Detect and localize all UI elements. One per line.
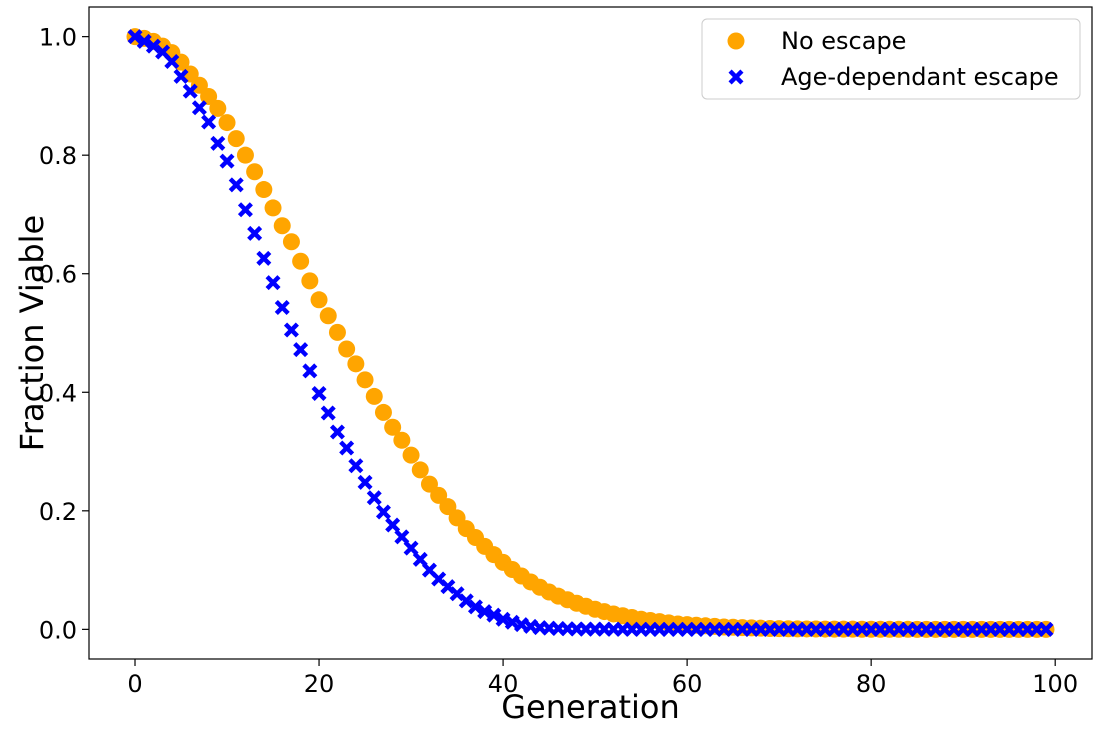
data-point: [365, 387, 383, 405]
data-point: [339, 440, 355, 456]
data-point: [219, 153, 235, 169]
x-tick-label: 80: [856, 670, 887, 698]
y-tick-label: 0.8: [39, 142, 77, 170]
data-point: [274, 300, 290, 316]
data-point: [255, 181, 273, 199]
data-point: [292, 252, 310, 270]
data-point: [495, 611, 511, 627]
axes: 0 20 40 60 80 100 0.0 0.2 0.4 0.6 0.8 1.0: [39, 6, 1093, 698]
legend-label: No escape: [781, 27, 906, 55]
y-tick-label: 0.4: [39, 379, 77, 407]
data-point: [164, 54, 180, 70]
data-point: [282, 233, 300, 251]
data-point: [328, 323, 346, 341]
data-point: [136, 33, 152, 49]
data-point: [190, 76, 208, 94]
x-tick-label: 40: [488, 670, 519, 698]
data-point: [237, 202, 253, 218]
data-point: [385, 517, 401, 533]
data-point: [356, 371, 374, 389]
data-point: [293, 342, 309, 358]
data-point: [403, 540, 419, 556]
data-point: [247, 225, 263, 241]
data-point: [145, 38, 161, 54]
legend: No escape Age-dependant escape: [701, 18, 1081, 100]
data-point: [348, 458, 364, 474]
data-point: [273, 217, 291, 235]
data-point: [236, 146, 254, 164]
data-point: [265, 275, 281, 291]
data-point: [173, 68, 189, 84]
data-point: [228, 177, 244, 193]
data-point: [402, 446, 420, 464]
data-point: [357, 474, 373, 490]
data-point: [374, 403, 392, 421]
data-point: [1038, 621, 1054, 637]
data-point: [420, 475, 438, 493]
data-point: [411, 461, 429, 479]
legend-label: Age-dependant escape: [781, 63, 1059, 91]
data-point: [200, 88, 218, 106]
y-tick-label: 0.6: [39, 261, 77, 289]
data-point: [209, 99, 227, 117]
data-point: [227, 130, 245, 148]
data-point: [320, 405, 336, 421]
data-point: [329, 424, 345, 440]
data-point: [218, 114, 236, 132]
data-point: [246, 163, 264, 181]
x-axis-label: Generation: [501, 688, 680, 726]
data-point: [264, 199, 282, 217]
data-point: [394, 529, 410, 545]
legend-box: [701, 18, 1081, 100]
data-point: [458, 593, 474, 609]
series-2: [127, 29, 1054, 637]
x-tick-label: 0: [127, 670, 142, 698]
x-tick-label: 20: [304, 670, 335, 698]
plot-frame: [88, 6, 1093, 660]
data-point: [467, 599, 483, 615]
y-tick-label: 1.0: [39, 24, 77, 52]
y-tick-label: 0.0: [39, 616, 77, 644]
data-point: [366, 490, 382, 506]
data-point: [191, 100, 207, 116]
x-tick-label: 60: [672, 670, 703, 698]
data-point: [127, 29, 143, 45]
y-axis-label: Fraction Viable: [13, 215, 51, 451]
data-point: [311, 385, 327, 401]
x-tick-label: 100: [1032, 670, 1078, 698]
data-point: [338, 340, 356, 358]
data-point: [319, 307, 337, 325]
data-point: [486, 607, 502, 623]
data-point: [301, 272, 319, 290]
data-point: [384, 418, 402, 436]
data-point: [375, 504, 391, 520]
data-point: [256, 250, 272, 266]
data-point: [210, 135, 226, 151]
data-point: [310, 291, 328, 309]
data-point: [393, 431, 411, 449]
data-point: [201, 114, 217, 130]
data-point: [182, 83, 198, 99]
legend-marker: [728, 69, 744, 85]
data-point: [477, 604, 493, 620]
data-point: [430, 486, 448, 504]
data-point: [302, 363, 318, 379]
data-point: [439, 498, 457, 516]
data-point: [347, 355, 365, 373]
y-tick-label: 0.2: [39, 498, 77, 526]
data-markers: [126, 28, 1055, 638]
data-point: [412, 551, 428, 567]
legend-marker: [727, 32, 745, 50]
data-point: [283, 322, 299, 338]
